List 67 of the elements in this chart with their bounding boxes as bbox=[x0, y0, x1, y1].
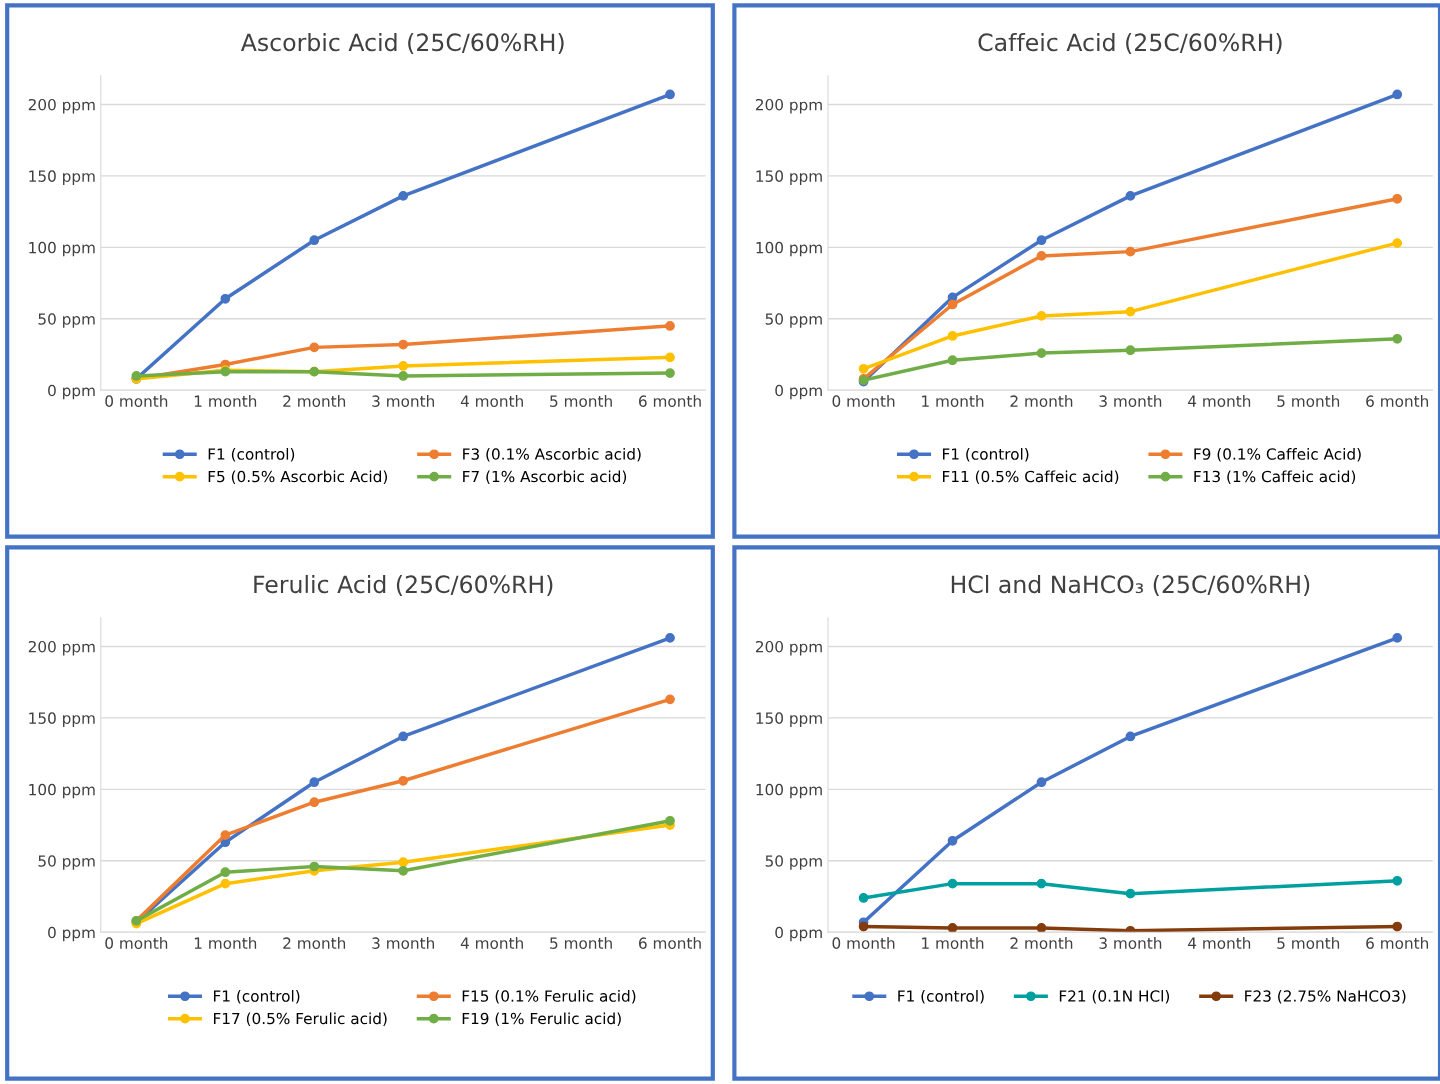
x-tick-label: 0 month bbox=[105, 937, 168, 949]
x-tick-label: 0 month bbox=[105, 395, 168, 407]
y-tick-label: 50 ppm bbox=[38, 855, 95, 870]
x-tick-label: 5 month bbox=[1277, 937, 1340, 949]
legend-label: F1 (control) bbox=[213, 990, 300, 1004]
x-tick-label: 4 month bbox=[1188, 937, 1251, 949]
x-tick-label: 1 month bbox=[194, 937, 257, 949]
legend-label: F1 (control) bbox=[898, 990, 984, 1004]
x-tick-label: 2 month bbox=[283, 395, 346, 407]
x-tick-label: 1 month bbox=[194, 395, 257, 407]
legend-label: F23 (2.75% NaHCO3) bbox=[1245, 990, 1406, 1004]
legend-label: F3 (0.1% Ascorbic acid) bbox=[463, 448, 641, 462]
x-tick-label: 2 month bbox=[283, 937, 346, 949]
legend-label: F15 (0.1% Ferulic acid) bbox=[462, 990, 636, 1004]
x-tick-label: 1 month bbox=[922, 395, 984, 407]
y-tick-label: 100 ppm bbox=[756, 241, 822, 257]
y-tick-label: 0 ppm bbox=[775, 384, 822, 400]
legend-label: F21 (0.1N HCl) bbox=[1059, 990, 1170, 1004]
y-tick-label: 0 ppm bbox=[775, 926, 822, 942]
y-tick-label: 150 ppm bbox=[29, 712, 95, 727]
legend-label: F9 (0.1% Caffeic Acid) bbox=[1194, 448, 1361, 462]
x-tick-label: 2 month bbox=[1010, 395, 1073, 407]
legend-label: F19 (1% Ferulic acid) bbox=[462, 1012, 621, 1027]
y-tick-label: 150 ppm bbox=[756, 170, 822, 185]
x-tick-label: 4 month bbox=[460, 395, 523, 407]
x-tick-label: 2 month bbox=[1010, 937, 1073, 949]
y-tick-label: 100 ppm bbox=[756, 783, 822, 799]
x-tick-label: 5 month bbox=[1277, 395, 1340, 407]
x-tick-label: 3 month bbox=[1099, 395, 1162, 407]
x-tick-label: 3 month bbox=[1099, 937, 1162, 949]
y-tick-label: 50 ppm bbox=[38, 313, 95, 328]
y-tick-label: 100 ppm bbox=[29, 241, 95, 257]
y-tick-label: 200 ppm bbox=[755, 98, 822, 114]
y-tick-label: 200 ppm bbox=[755, 640, 822, 656]
x-tick-label: 5 month bbox=[550, 937, 612, 949]
y-tick-label: 100 ppm bbox=[29, 783, 95, 799]
legend-label: F13 (1% Caffeic acid) bbox=[1194, 470, 1356, 485]
legend-label: F11 (0.5% Caffeic acid) bbox=[943, 470, 1119, 485]
x-tick-label: 3 month bbox=[372, 395, 434, 407]
x-tick-label: 0 month bbox=[832, 937, 895, 949]
legend-label: F17 (0.5% Ferulic acid) bbox=[213, 1012, 387, 1027]
y-tick-label: 0 ppm bbox=[48, 926, 95, 942]
x-tick-label: 4 month bbox=[1188, 395, 1251, 407]
y-tick-label: 150 ppm bbox=[756, 712, 822, 727]
x-tick-label: 6 month bbox=[1366, 395, 1429, 407]
x-tick-label: 4 month bbox=[460, 937, 523, 949]
x-tick-label: 6 month bbox=[639, 395, 701, 407]
chart-title: Ascorbic Acid (25C/60%RH) bbox=[240, 32, 564, 54]
x-tick-label: 5 month bbox=[550, 395, 612, 407]
x-tick-label: 6 month bbox=[1366, 937, 1429, 949]
legend-label: F7 (1% Ascorbic acid) bbox=[463, 470, 627, 485]
legend-label: F1 (control) bbox=[208, 448, 295, 462]
x-tick-label: 0 month bbox=[832, 395, 895, 407]
x-tick-label: 1 month bbox=[922, 937, 984, 949]
y-tick-label: 0 ppm bbox=[48, 384, 95, 400]
y-tick-label: 50 ppm bbox=[765, 313, 822, 328]
x-tick-label: 6 month bbox=[639, 937, 701, 949]
chart-title: Ferulic Acid (25C/60%RH) bbox=[254, 574, 553, 596]
legend-label: F1 (control) bbox=[943, 448, 1029, 462]
chart-title: HCl and NaHCO₃ (25C/60%RH) bbox=[951, 574, 1310, 596]
y-tick-label: 50 ppm bbox=[765, 855, 822, 870]
y-tick-label: 150 ppm bbox=[29, 170, 95, 185]
x-tick-label: 3 month bbox=[372, 937, 434, 949]
legend-label: F5 (0.5% Ascorbic Acid) bbox=[208, 470, 388, 485]
chart-title: Caffeic Acid (25C/60%RH) bbox=[978, 32, 1282, 54]
y-tick-label: 200 ppm bbox=[28, 98, 95, 114]
y-tick-label: 200 ppm bbox=[28, 640, 95, 656]
